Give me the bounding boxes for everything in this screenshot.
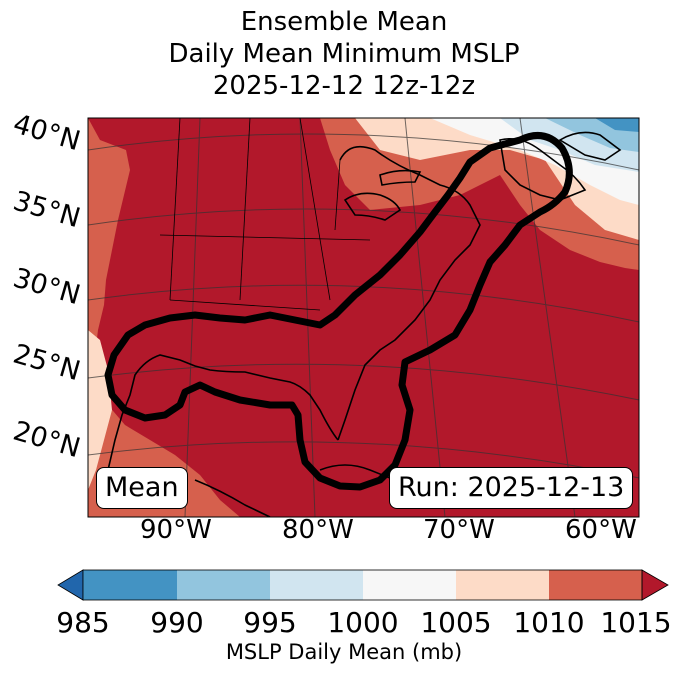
mean-label-box: Mean	[96, 467, 188, 509]
colorbar-tick-990: 990	[150, 606, 204, 639]
pressure-field-985	[595, 118, 639, 132]
colorbar-tick-1010: 1010	[513, 606, 585, 639]
lon-label-60: 60°W	[565, 515, 637, 545]
map-frame	[87, 117, 640, 518]
colorbar-bin-995-1000	[270, 570, 363, 600]
colorbar-tick-1015: 1015	[600, 606, 672, 639]
colorbar	[57, 569, 669, 601]
colorbar-bin-1005-1010	[456, 570, 549, 600]
colorbar-tick-985: 985	[56, 606, 110, 639]
title-line-2: Daily Mean Minimum MSLP	[168, 39, 520, 69]
lon-label-90: 90°W	[140, 515, 212, 545]
run-date-box: Run: 2025-12-13	[389, 467, 634, 509]
coastlines	[99, 131, 622, 517]
colorbar-frame	[82, 569, 643, 601]
colorbar-extend-low	[57, 569, 84, 601]
title-line-1: Ensemble Mean	[240, 7, 448, 37]
title-line-3: 2025-12-12 12z-12z	[212, 71, 476, 101]
colorbar-tick-995: 995	[243, 606, 297, 639]
political-borders	[159, 118, 371, 311]
lon-label-70: 70°W	[423, 515, 495, 545]
colorbar-bin-1010-1015	[549, 570, 642, 600]
lon-label-80: 80°W	[282, 515, 354, 545]
colorbar-label: MSLP Daily Mean (mb)	[225, 640, 463, 664]
colorbar-bin-1000-1005	[363, 570, 456, 600]
outlined-region	[104, 132, 573, 491]
colorbar-bin-985-990	[83, 570, 177, 600]
colorbar-extend-high	[641, 569, 669, 601]
colorbar-tick-1005: 1005	[420, 606, 492, 639]
map-field	[88, 118, 639, 517]
graticule	[88, 118, 639, 517]
colorbar-tick-1000: 1000	[327, 606, 399, 639]
colorbar-bin-990-995	[177, 570, 270, 600]
